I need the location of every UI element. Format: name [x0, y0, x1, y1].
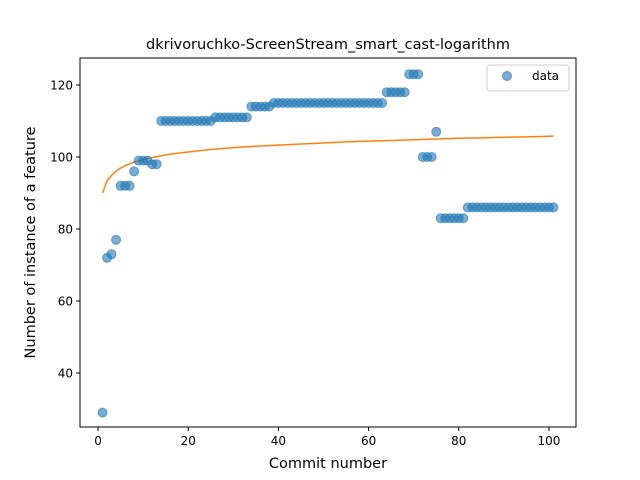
y-tick-label: 100: [50, 150, 73, 164]
data-point: [106, 249, 117, 260]
x-axis-ticks: 0 20 40 60 80 100: [94, 427, 560, 448]
data-point: [399, 87, 410, 98]
x-tick-label: 80: [451, 434, 466, 448]
y-axis-ticks: 40 60 80 100 120: [50, 78, 80, 380]
data-point: [548, 202, 559, 213]
data-point: [129, 166, 140, 177]
data-point: [413, 69, 424, 80]
data-point: [151, 159, 162, 170]
y-tick-label: 120: [50, 78, 73, 92]
x-tick-label: 40: [271, 434, 286, 448]
plot-frame: [79, 57, 577, 428]
data-point: [124, 180, 135, 191]
data-point: [458, 213, 469, 224]
data-point: [241, 112, 252, 123]
legend-marker-data: [502, 71, 512, 81]
data-point: [431, 126, 442, 137]
plot-area: [80, 58, 576, 427]
x-tick-label: 20: [181, 434, 196, 448]
x-tick-label: 60: [361, 434, 376, 448]
data-point: [97, 407, 108, 418]
x-axis-label: Commit number: [269, 456, 387, 472]
y-tick-label: 60: [58, 294, 73, 308]
data-point: [377, 98, 388, 108]
y-tick-label: 80: [58, 222, 73, 236]
legend-label-data: data: [532, 69, 559, 83]
x-tick-label: 0: [94, 434, 102, 448]
x-tick-label: 100: [537, 434, 560, 448]
y-axis-label: Number of instance of a feature: [23, 126, 39, 358]
chart-title: dkrivoruchko-ScreenStream_smart_cast-log…: [146, 37, 510, 53]
data-point: [111, 234, 122, 245]
fit-line-layer: [101, 135, 554, 194]
data-point: [426, 152, 437, 162]
data-points-layer: [97, 69, 559, 418]
y-tick-label: 40: [58, 366, 73, 380]
fit-curve: [101, 135, 554, 194]
legend: data: [486, 64, 570, 92]
